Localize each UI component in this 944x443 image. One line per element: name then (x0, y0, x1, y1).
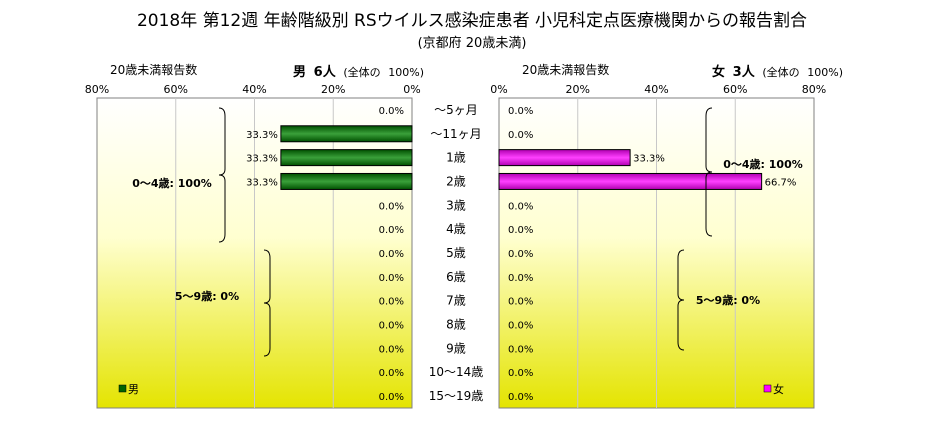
male-value-label: 0.0% (379, 106, 404, 117)
category-label: 9歳 (446, 341, 466, 355)
right-tick-label: 80% (802, 83, 826, 96)
left-report-label: 20歳未満報告数 (110, 63, 198, 77)
category-label: 10〜14歳 (429, 365, 484, 379)
category-label: 5歳 (446, 246, 466, 260)
right-tick-label: 60% (723, 83, 747, 96)
female-value-label: 0.0% (508, 201, 533, 212)
left-sex-count: 男 6人 (全体の 100%) (293, 61, 424, 80)
left-tick-label: 0% (403, 83, 420, 96)
chart-subtitle: (京都府 20歳未満) (417, 36, 527, 51)
right-annotation-0-4: 0〜4歳: 100% (723, 157, 803, 171)
legend-female-swatch (763, 384, 772, 393)
female-value-label: 0.0% (508, 344, 533, 355)
left-brace-5-9 (263, 249, 271, 357)
category-label: 3歳 (446, 198, 466, 212)
left-brace-0-4 (218, 107, 226, 243)
male-value-label: 0.0% (379, 392, 404, 403)
female-value-label: 0.0% (508, 273, 533, 284)
right-tick-label: 0% (490, 83, 507, 96)
right-tick-label: 20% (566, 83, 590, 96)
category-label: 4歳 (446, 222, 466, 236)
right-sex-count: 女 3人 (全体の 100%) (712, 61, 843, 80)
legend-male-swatch (118, 384, 127, 393)
female-value-label: 0.0% (508, 225, 533, 236)
male-bar (280, 149, 413, 167)
left-tick-label: 60% (164, 83, 188, 96)
male-value-label: 0.0% (379, 225, 404, 236)
male-value-label: 0.0% (379, 321, 404, 332)
right-total-pct: 100%) (807, 66, 844, 79)
male-value-label: 0.0% (379, 249, 404, 260)
left-annotation-5-9: 5〜9歳: 0% (175, 289, 239, 303)
female-value-label: 0.0% (508, 249, 533, 260)
female-value-label: 0.0% (508, 106, 533, 117)
category-label: 8歳 (446, 318, 466, 332)
category-label: 15〜19歳 (429, 389, 484, 403)
category-label: 2歳 (446, 174, 466, 188)
female-bar (498, 172, 763, 190)
male-value-label: 0.0% (379, 297, 404, 308)
category-label: 6歳 (446, 270, 466, 284)
right-sex-label: 女 (712, 65, 726, 80)
left-count: 6人 (313, 65, 336, 80)
right-total-label: (全体の (762, 66, 800, 79)
male-value-label: 33.3% (246, 177, 278, 188)
female-value-label: 33.3% (633, 154, 665, 165)
left-tick-label: 20% (321, 83, 345, 96)
female-value-label: 0.0% (508, 321, 533, 332)
left-tick-label: 80% (85, 83, 109, 96)
chart-title: 2018年 第12週 年齢階級別 RSウイルス感染症患者 小児科定点医療機関から… (136, 11, 808, 31)
left-total-label: (全体の (343, 66, 381, 79)
left-total-pct: 100%) (388, 66, 425, 79)
right-annotation-5-9: 5〜9歳: 0% (696, 293, 760, 307)
right-tick-label: 40% (644, 83, 668, 96)
right-brace-5-9 (677, 249, 685, 351)
male-value-label: 33.3% (246, 130, 278, 141)
legend-female-label: 女 (773, 382, 784, 396)
male-value-label: 0.0% (379, 273, 404, 284)
category-label: 〜11ヶ月 (430, 127, 481, 141)
male-bar (280, 172, 413, 190)
male-value-label: 0.0% (379, 201, 404, 212)
male-value-label: 0.0% (379, 344, 404, 355)
right-count: 3人 (732, 65, 755, 80)
right-report-label: 20歳未満報告数 (522, 63, 610, 77)
female-value-label: 0.0% (508, 392, 533, 403)
legend-male-label: 男 (128, 383, 139, 396)
male-value-label: 33.3% (246, 154, 278, 165)
left-annotation-0-4: 0〜4歳: 100% (132, 176, 212, 190)
female-bar (498, 149, 631, 167)
right-brace-0-4 (705, 107, 713, 237)
female-value-label: 0.0% (508, 368, 533, 379)
category-label: 〜5ヶ月 (434, 103, 478, 117)
category-label: 1歳 (446, 151, 466, 165)
male-bar (280, 125, 413, 143)
left-tick-label: 40% (242, 83, 266, 96)
male-value-label: 0.0% (379, 368, 404, 379)
left-sex-label: 男 (293, 65, 307, 80)
female-value-label: 0.0% (508, 297, 533, 308)
female-value-label: 66.7% (765, 177, 797, 188)
female-value-label: 0.0% (508, 130, 533, 141)
category-label: 7歳 (446, 294, 466, 308)
